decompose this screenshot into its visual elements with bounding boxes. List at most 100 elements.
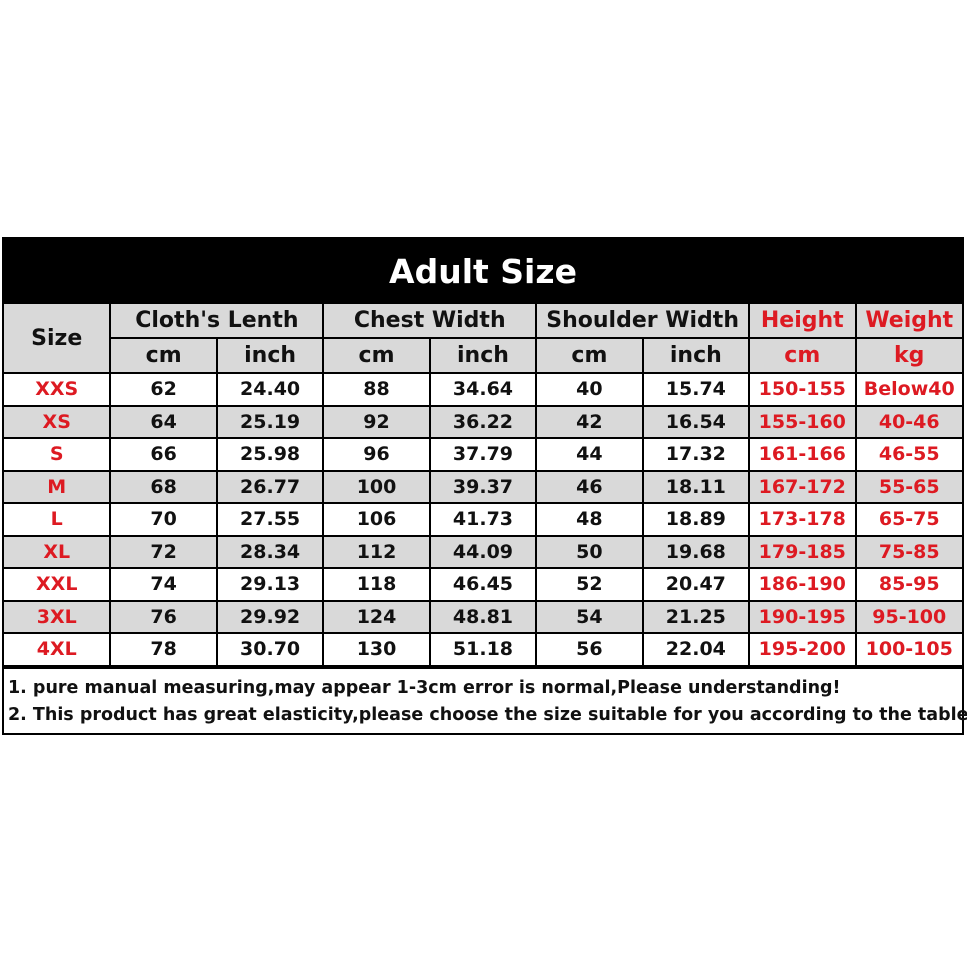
table-cell: 46-55 bbox=[854, 437, 962, 472]
table-cell: 150-155 bbox=[748, 372, 857, 407]
size-header: Size bbox=[4, 304, 112, 374]
table-row: XS 64 25.19 92 36.22 42 16.54 155-160 40-46 bbox=[4, 404, 962, 439]
table-cell: 46 bbox=[535, 469, 644, 504]
table-cell: 42 bbox=[535, 404, 644, 439]
table-cell: 41.73 bbox=[428, 502, 538, 537]
column-group-header: Cloth's Lenth bbox=[109, 304, 325, 339]
table-cell: 36.22 bbox=[428, 404, 538, 439]
table-row: 3XL 76 29.92 124 48.81 54 21.25 190-195 95-100 bbox=[4, 599, 962, 634]
table-cell: 34.64 bbox=[428, 372, 538, 407]
table-cell: 19.68 bbox=[641, 534, 751, 569]
table-cell: 65-75 bbox=[854, 502, 962, 537]
table-row: XXL 74 29.13 118 46.45 52 20.47 186-190 85-95 bbox=[4, 567, 962, 602]
unit-header: cm bbox=[748, 337, 857, 374]
table-cell: Below40 bbox=[854, 372, 962, 407]
table-cell: 46.45 bbox=[428, 567, 538, 602]
table-cell: 62 bbox=[109, 372, 218, 407]
table-row: M 68 26.77 100 39.37 46 18.11 167-172 55-65 bbox=[4, 469, 962, 504]
table-cell: 68 bbox=[109, 469, 218, 504]
size-label: XXL bbox=[4, 567, 112, 602]
table-cell: 48 bbox=[535, 502, 644, 537]
table-cell: 44 bbox=[535, 437, 644, 472]
table-cell: 50 bbox=[535, 534, 644, 569]
unit-header: inch bbox=[428, 337, 538, 374]
table-cell: 26.77 bbox=[215, 469, 325, 504]
unit-header: inch bbox=[641, 337, 751, 374]
table-cell: 37.79 bbox=[428, 437, 538, 472]
table-row: XL 72 28.34 112 44.09 50 19.68 179-185 75-85 bbox=[4, 534, 962, 569]
table-cell: 28.34 bbox=[215, 534, 325, 569]
table-cell: 100 bbox=[322, 469, 431, 504]
table-cell: 100-105 bbox=[854, 632, 962, 667]
table-cell: 54 bbox=[535, 599, 644, 634]
size-label: M bbox=[4, 469, 112, 504]
table-cell: 190-195 bbox=[748, 599, 857, 634]
column-group-header: Weight bbox=[854, 304, 962, 339]
table-cell: 22.04 bbox=[641, 632, 751, 667]
table-row: S 66 25.98 96 37.79 44 17.32 161-166 46-55 bbox=[4, 437, 962, 472]
size-label: XS bbox=[4, 404, 112, 439]
unit-header: kg bbox=[854, 337, 962, 374]
table-cell: 40 bbox=[535, 372, 644, 407]
size-label: S bbox=[4, 437, 112, 472]
table-cell: 112 bbox=[322, 534, 431, 569]
size-label: 4XL bbox=[4, 632, 112, 667]
table-cell: 124 bbox=[322, 599, 431, 634]
size-label: XL bbox=[4, 534, 112, 569]
table-cell: 16.54 bbox=[641, 404, 751, 439]
table-cell: 15.74 bbox=[641, 372, 751, 407]
table-row: 4XL 78 30.70 130 51.18 56 22.04 195-200 100-105 bbox=[4, 632, 962, 667]
table-cell: 27.55 bbox=[215, 502, 325, 537]
header-row-groups: Size Cloth's Lenth Chest Width Shoulder Wid… bbox=[4, 304, 962, 374]
unit-header: cm bbox=[322, 337, 431, 374]
size-table: Size Cloth's Lenth Chest Width Shoulder Wid… bbox=[4, 304, 962, 667]
table-cell: 40-46 bbox=[854, 404, 962, 439]
table-cell: 29.13 bbox=[215, 567, 325, 602]
note-2: 2. This product has great elasticity,ple… bbox=[8, 704, 967, 725]
table-row: L 70 27.55 106 41.73 48 18.89 173-178 65-75 bbox=[4, 502, 962, 537]
table-cell: 51.18 bbox=[428, 632, 538, 667]
notes: 1. pure manual measuring,may appear 1-3c… bbox=[4, 666, 967, 733]
table-cell: 48.81 bbox=[428, 599, 538, 634]
table-cell: 106 bbox=[322, 502, 431, 537]
table-cell: 96 bbox=[322, 437, 431, 472]
size-label: XXS bbox=[4, 372, 112, 407]
table-cell: 179-185 bbox=[748, 534, 857, 569]
table-cell: 72 bbox=[109, 534, 218, 569]
note-1: 1. pure manual measuring,may appear 1-3c… bbox=[8, 677, 841, 698]
size-label: 3XL bbox=[4, 599, 112, 634]
table-cell: 130 bbox=[322, 632, 431, 667]
table-cell: 55-65 bbox=[854, 469, 962, 504]
table-cell: 18.89 bbox=[641, 502, 751, 537]
chart-title: Adult Size bbox=[4, 239, 962, 304]
table-cell: 155-160 bbox=[748, 404, 857, 439]
size-label: L bbox=[4, 502, 112, 537]
header-row-units: cm inch cm inch cm inch cm kg bbox=[4, 337, 962, 374]
unit-header: cm bbox=[535, 337, 644, 374]
table-row: XXS 62 24.40 88 34.64 40 15.74 150-155 Below40 bbox=[4, 372, 962, 407]
table-cell: 74 bbox=[109, 567, 218, 602]
table-cell: 52 bbox=[535, 567, 644, 602]
table-cell: 95-100 bbox=[854, 599, 962, 634]
size-chart: Adult Size Size Cloth's Lenth Chest Width S… bbox=[2, 237, 967, 735]
table-cell: 25.98 bbox=[215, 437, 325, 472]
table-cell: 29.92 bbox=[215, 599, 325, 634]
table-cell: 75-85 bbox=[854, 534, 962, 569]
table-cell: 17.32 bbox=[641, 437, 751, 472]
table-cell: 39.37 bbox=[428, 469, 538, 504]
table-cell: 18.11 bbox=[641, 469, 751, 504]
table-cell: 88 bbox=[322, 372, 431, 407]
column-group-header: Chest Width bbox=[322, 304, 538, 339]
column-group-header: Height bbox=[748, 304, 857, 339]
table-cell: 173-178 bbox=[748, 502, 857, 537]
unit-header: inch bbox=[215, 337, 325, 374]
unit-header: cm bbox=[110, 337, 218, 374]
table-cell: 21.25 bbox=[641, 599, 751, 634]
table-cell: 70 bbox=[109, 502, 218, 537]
table-cell: 78 bbox=[109, 632, 218, 667]
table-cell: 20.47 bbox=[641, 567, 751, 602]
table-cell: 167-172 bbox=[748, 469, 857, 504]
table-cell: 76 bbox=[109, 599, 218, 634]
table-cell: 161-166 bbox=[748, 437, 857, 472]
table-cell: 24.40 bbox=[215, 372, 325, 407]
